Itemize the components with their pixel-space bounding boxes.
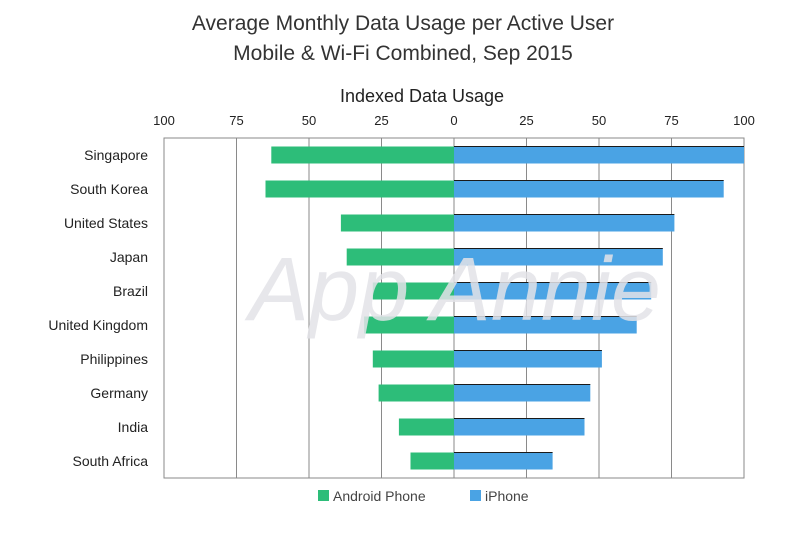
bar-iphone: [454, 282, 652, 300]
category-label: Philippines: [80, 351, 148, 367]
bar-android: [346, 248, 454, 266]
bar-iphone: [454, 350, 602, 368]
chart-subtitle: Mobile & Wi-Fi Combined, Sep 2015: [233, 42, 573, 65]
x-tick-label: 25: [519, 113, 533, 128]
bar-iphone: [454, 146, 744, 164]
category-label: India: [118, 419, 149, 435]
bar-android: [378, 384, 454, 402]
legend: Android Phone iPhone: [318, 488, 529, 504]
category-label: Japan: [110, 249, 148, 265]
x-axis-title: Indexed Data Usage: [340, 86, 504, 106]
x-tick-label: 50: [302, 113, 316, 128]
bar-android: [372, 282, 454, 300]
bars: [265, 146, 744, 470]
x-axis-ticks: 100 75 50 25 0 25 50 75 100: [153, 113, 755, 128]
x-tick-label: 0: [450, 113, 457, 128]
bar-android: [372, 350, 454, 368]
x-tick-label: 25: [374, 113, 388, 128]
category-label: South Africa: [73, 453, 149, 469]
watermark: App Annie: [244, 240, 661, 340]
bar-iphone: [454, 180, 724, 198]
bar-iphone: [454, 452, 553, 470]
x-tick-label: 75: [229, 113, 243, 128]
bar-android: [271, 146, 454, 164]
category-label: United States: [64, 215, 148, 231]
bar-android: [265, 180, 454, 198]
bar-android: [364, 316, 454, 334]
bar-android: [410, 452, 454, 470]
bar-iphone: [454, 418, 585, 436]
category-label: Singapore: [84, 147, 148, 163]
category-label: South Korea: [70, 181, 148, 197]
x-tick-label: 50: [592, 113, 606, 128]
legend-label: Android Phone: [333, 488, 426, 504]
bar-iphone: [454, 384, 591, 402]
category-label: Germany: [90, 385, 148, 401]
bar-android: [340, 214, 454, 232]
legend-swatch: [318, 490, 329, 501]
x-tick-label: 100: [733, 113, 755, 128]
category-label: Brazil: [113, 283, 148, 299]
bar-android: [398, 418, 454, 436]
legend-swatch: [470, 490, 481, 501]
legend-label: iPhone: [485, 488, 529, 504]
bar-iphone: [454, 248, 663, 266]
chart-title: Average Monthly Data Usage per Active Us…: [191, 12, 615, 35]
bar-iphone: [454, 316, 637, 334]
bar-iphone: [454, 214, 675, 232]
x-tick-label: 75: [664, 113, 678, 128]
category-label: United Kingdom: [48, 317, 148, 333]
x-tick-label: 100: [153, 113, 175, 128]
category-labels: Singapore South Korea United States Japan Br…: [48, 147, 148, 469]
